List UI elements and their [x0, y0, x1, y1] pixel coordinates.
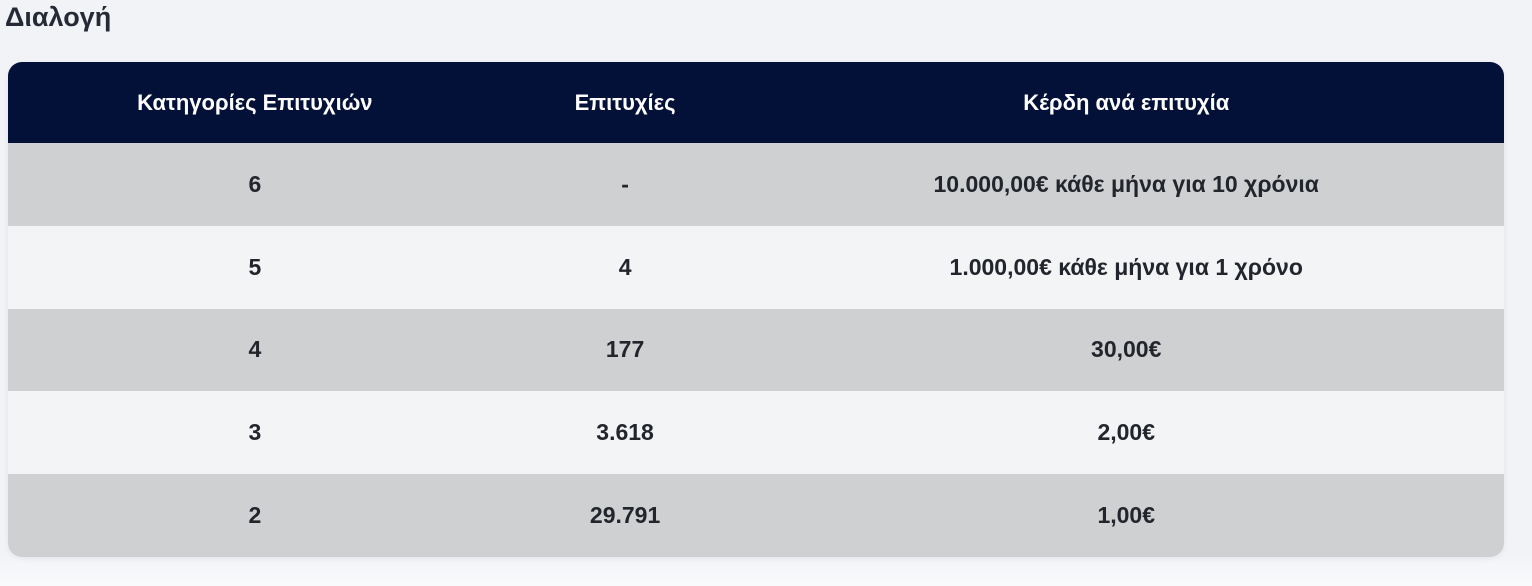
cell-category: 3 [248, 419, 262, 446]
cell-winners: - [621, 170, 629, 197]
table-row: 3 3.618 2,00€ [8, 391, 1504, 475]
cell-winners: 4 [618, 253, 632, 280]
cell-category: 2 [248, 502, 262, 529]
cell-category: 5 [248, 253, 262, 280]
cell-category: 6 [248, 170, 262, 197]
cell-prize: 2,00€ [1097, 419, 1156, 446]
cell-prize: 10.000,00€ κάθε μήνα για 10 χρόνια [933, 170, 1319, 197]
cell-category: 4 [248, 336, 262, 363]
page-title: Διαλογή [5, 2, 112, 32]
table-row: 5 4 1.000,00€ κάθε μήνα για 1 χρόνο [8, 225, 1504, 309]
cell-prize: 1,00€ [1097, 502, 1156, 529]
cell-winners: 177 [605, 336, 645, 363]
table-header-row: Κατηγορίες Επιτυχιών Επιτυχίες Κέρδη ανά… [8, 62, 1504, 143]
table-row: 2 29.791 1,00€ [8, 474, 1504, 557]
header-categories: Κατηγορίες Επιτυχιών [137, 89, 373, 115]
header-winners: Επιτυχίες [574, 89, 676, 115]
cell-winners: 29.791 [589, 502, 661, 529]
cell-prize: 1.000,00€ κάθε μήνα για 1 χρόνο [949, 253, 1303, 280]
table-row: 4 177 30,00€ [8, 308, 1504, 392]
results-table: Κατηγορίες Επιτυχιών Επιτυχίες Κέρδη ανά… [8, 62, 1504, 557]
cell-prize: 30,00€ [1091, 336, 1162, 363]
table-row: 6 - 10.000,00€ κάθε μήνα για 10 χρόνια [8, 143, 1504, 226]
cell-winners: 3.618 [596, 419, 654, 446]
header-prize: Κέρδη ανά επιτυχία [1023, 89, 1230, 115]
